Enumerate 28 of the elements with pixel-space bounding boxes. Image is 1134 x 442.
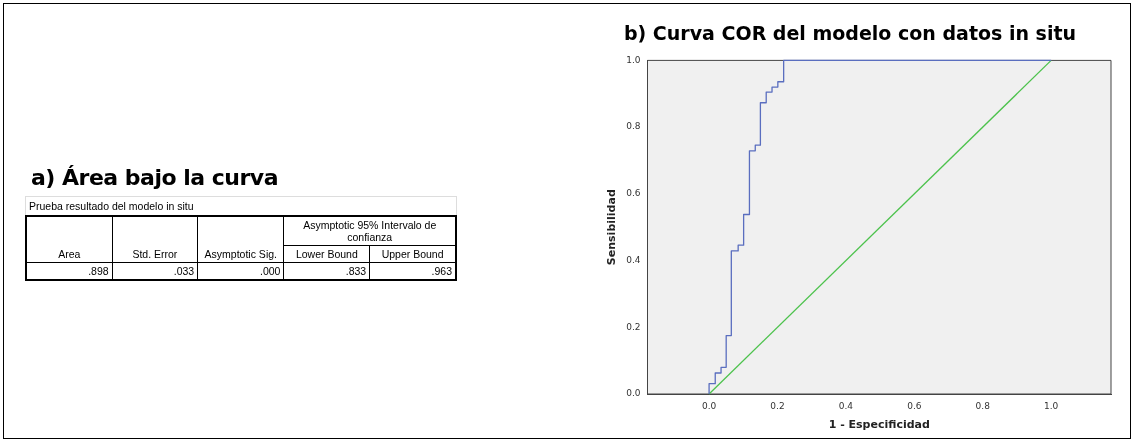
y-tick-label: 1.0 — [626, 54, 641, 65]
category-label: Lower Bound — [283, 245, 370, 263]
category-label: Std. Error — [112, 216, 198, 263]
y-tick-label: 0.6 — [626, 188, 641, 199]
text: .000 — [260, 265, 281, 277]
chart-title: b) Curva COR del modelo con datos in situ — [622, 22, 1078, 44]
x-tick-label: 0.4 — [838, 400, 854, 411]
x-tick-label: 1.0 — [1043, 400, 1059, 411]
x-tick-label: 0.0 — [701, 400, 717, 411]
y-tick-label: 0.8 — [626, 121, 641, 132]
category-label: Upper Bound — [369, 245, 456, 263]
x-tick-label: 0.2 — [770, 400, 785, 411]
text: a) Área bajo la curva — [31, 165, 280, 190]
text: .963 — [431, 265, 452, 277]
x-tick-label: 0.8 — [975, 400, 991, 411]
text: Prueba resultado del modelo in situ — [25, 196, 457, 215]
y-tick-label: 0.4 — [626, 254, 641, 265]
category-label: Asymptotic Sig. — [197, 216, 284, 263]
y-axis-title: Sensibilidad — [605, 189, 619, 266]
text: .898 — [88, 265, 109, 277]
text: Asymptotic 95% Intervalo de confianza — [283, 216, 456, 246]
category-label: Area — [26, 216, 113, 263]
y-tick-label: 0.0 — [626, 388, 641, 399]
text: .033 — [173, 265, 195, 277]
text: .833 — [345, 265, 367, 277]
x-tick-label: 0.6 — [907, 400, 922, 411]
y-tick-label: 0.2 — [626, 321, 641, 332]
x-axis-title: 1 - Especificidad — [828, 418, 930, 432]
